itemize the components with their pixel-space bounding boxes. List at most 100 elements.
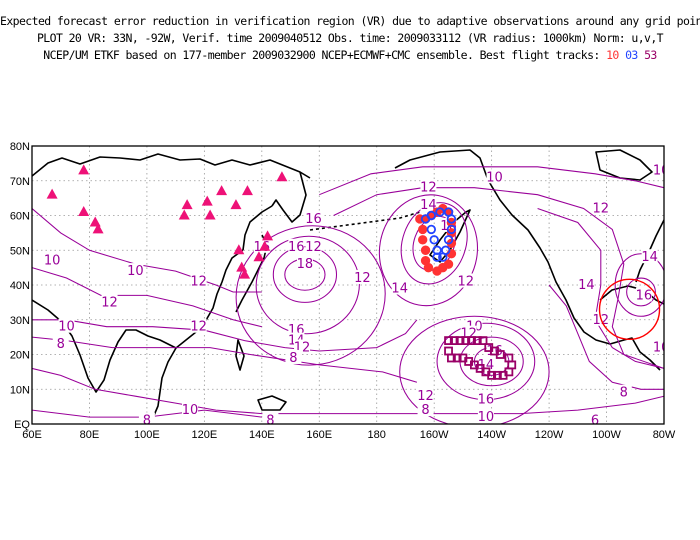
contour-line xyxy=(32,319,418,352)
contour-label: 16 xyxy=(478,393,495,408)
contour-line xyxy=(378,194,479,307)
contour-line xyxy=(32,336,418,383)
radiosonde-site-marker xyxy=(241,185,253,196)
flight-tracks xyxy=(415,203,517,380)
verification-region xyxy=(598,278,661,341)
lon-tick-label: 100E xyxy=(134,429,160,441)
contour-label: 12 xyxy=(417,389,434,404)
contour-label: 16 xyxy=(288,240,305,255)
contour-label: 18 xyxy=(297,257,314,272)
track-label-53: 53 xyxy=(644,48,657,62)
radiosonde-site-marker xyxy=(230,199,242,210)
radiosonde-site-marker xyxy=(259,240,271,251)
contour-label: 10 xyxy=(44,254,61,269)
contour-label: 8 xyxy=(689,341,697,356)
radiosonde-site-marker xyxy=(262,230,274,241)
flight-track-53-marker xyxy=(449,336,459,346)
contour-label: 10 xyxy=(127,264,144,279)
lon-tick-label: 140W xyxy=(477,429,506,441)
contour-label-bg xyxy=(420,179,437,194)
contour-label-bg xyxy=(641,249,658,264)
contour-label: 10 xyxy=(478,410,495,425)
radiosonde-site-marker xyxy=(46,188,58,199)
contour-label-bg xyxy=(578,277,595,291)
flight-track-10-marker xyxy=(443,259,454,269)
contour-label-bg xyxy=(417,388,434,403)
lon-tick-label: 120W xyxy=(535,429,564,441)
radiosonde-site-marker xyxy=(178,209,190,220)
track-label-10: 10 xyxy=(606,48,619,62)
contour-label-bg xyxy=(182,402,198,417)
contour-line xyxy=(400,202,468,285)
flight-track-03-marker xyxy=(429,235,439,245)
contour-label-bg xyxy=(44,252,61,267)
contour-label-bg xyxy=(420,197,437,212)
contour-label: 14 xyxy=(420,198,437,213)
flight-track-53-marker xyxy=(495,350,505,359)
lat-tick-label: 80N xyxy=(10,141,30,153)
lat-tick-label: 70N xyxy=(10,176,30,188)
contour-line xyxy=(537,208,664,369)
flight-track-53-marker xyxy=(444,346,453,356)
flight-track-10-marker xyxy=(417,224,428,235)
contour-label-bg xyxy=(477,409,494,424)
contour-label-bg xyxy=(296,256,313,271)
radiosonde-site-marker xyxy=(276,171,288,182)
contour-label: 8 xyxy=(143,414,151,429)
contour-label-bg xyxy=(653,339,664,354)
contour-line xyxy=(272,246,338,303)
flight-track-53-marker xyxy=(498,370,508,380)
flight-track-03-marker xyxy=(435,207,445,217)
contour-label-bg xyxy=(486,169,503,184)
map-frame xyxy=(31,145,665,425)
flight-track-53-marker xyxy=(492,370,502,380)
contour-label-bg xyxy=(354,270,371,285)
contour-label-bg xyxy=(391,280,408,295)
lon-tick-label: 180 xyxy=(368,429,386,441)
contour-line xyxy=(32,267,262,328)
radiosonde-site-marker xyxy=(181,199,193,210)
contour-label: 8 xyxy=(421,403,429,418)
contour-label-bg xyxy=(592,200,609,215)
track-label-03: 03 xyxy=(625,48,638,62)
flight-track-10-marker xyxy=(417,235,428,245)
radiosonde-site-marker xyxy=(204,209,216,220)
contour-label: 12 xyxy=(190,320,207,335)
contour-line xyxy=(399,315,550,424)
radiosonde-site-marker xyxy=(78,164,90,175)
lat-tick-label: 60N xyxy=(10,211,30,223)
title-line-2: PLOT 20 VR: 33N, -92W, Verif. time 20090… xyxy=(36,31,664,45)
flight-track-53-marker xyxy=(478,336,488,346)
contour-label: 8 xyxy=(266,414,274,429)
flight-track-53-marker xyxy=(461,336,471,346)
contour-label: 12 xyxy=(420,181,437,196)
contour-label-bg xyxy=(138,412,155,424)
contour-labels: 1010121216161812161214121412101614121014… xyxy=(44,162,697,429)
flight-track-03-marker xyxy=(426,224,437,235)
contour-label: 12 xyxy=(593,313,610,328)
flight-track-10-marker xyxy=(420,245,431,255)
lon-tick-label: 140E xyxy=(249,429,275,441)
verification-region-circle xyxy=(598,278,661,341)
contour-label-bg xyxy=(635,287,652,302)
contour-label: 12 xyxy=(190,275,207,290)
lon-tick-label: 100W xyxy=(592,429,621,441)
contour-label: 8 xyxy=(289,351,297,366)
contour-label: 10 xyxy=(653,341,670,356)
flight-track-53-marker xyxy=(467,336,476,346)
contour-label-bg xyxy=(460,325,477,340)
axis-tick-labels: 60E 80E 100E 120E 140E 160E 180 160W 140W 120W 100… xyxy=(10,141,676,441)
flight-track-03-marker xyxy=(440,245,451,255)
contour-label: 14 xyxy=(641,250,658,265)
contour-label: 16 xyxy=(305,212,322,227)
contour-label-bg xyxy=(288,238,305,253)
contour-label-bg xyxy=(101,294,118,309)
lat-tick-label: 40N xyxy=(10,280,30,292)
contour-label-bg xyxy=(190,273,207,288)
contour-label: 10 xyxy=(182,403,199,418)
contour-label: 8 xyxy=(57,337,65,352)
radiosonde-site-marker xyxy=(201,195,213,206)
contour-label-bg xyxy=(190,318,207,333)
contour-label: 10 xyxy=(653,163,670,178)
flight-track-03-marker xyxy=(443,235,454,245)
